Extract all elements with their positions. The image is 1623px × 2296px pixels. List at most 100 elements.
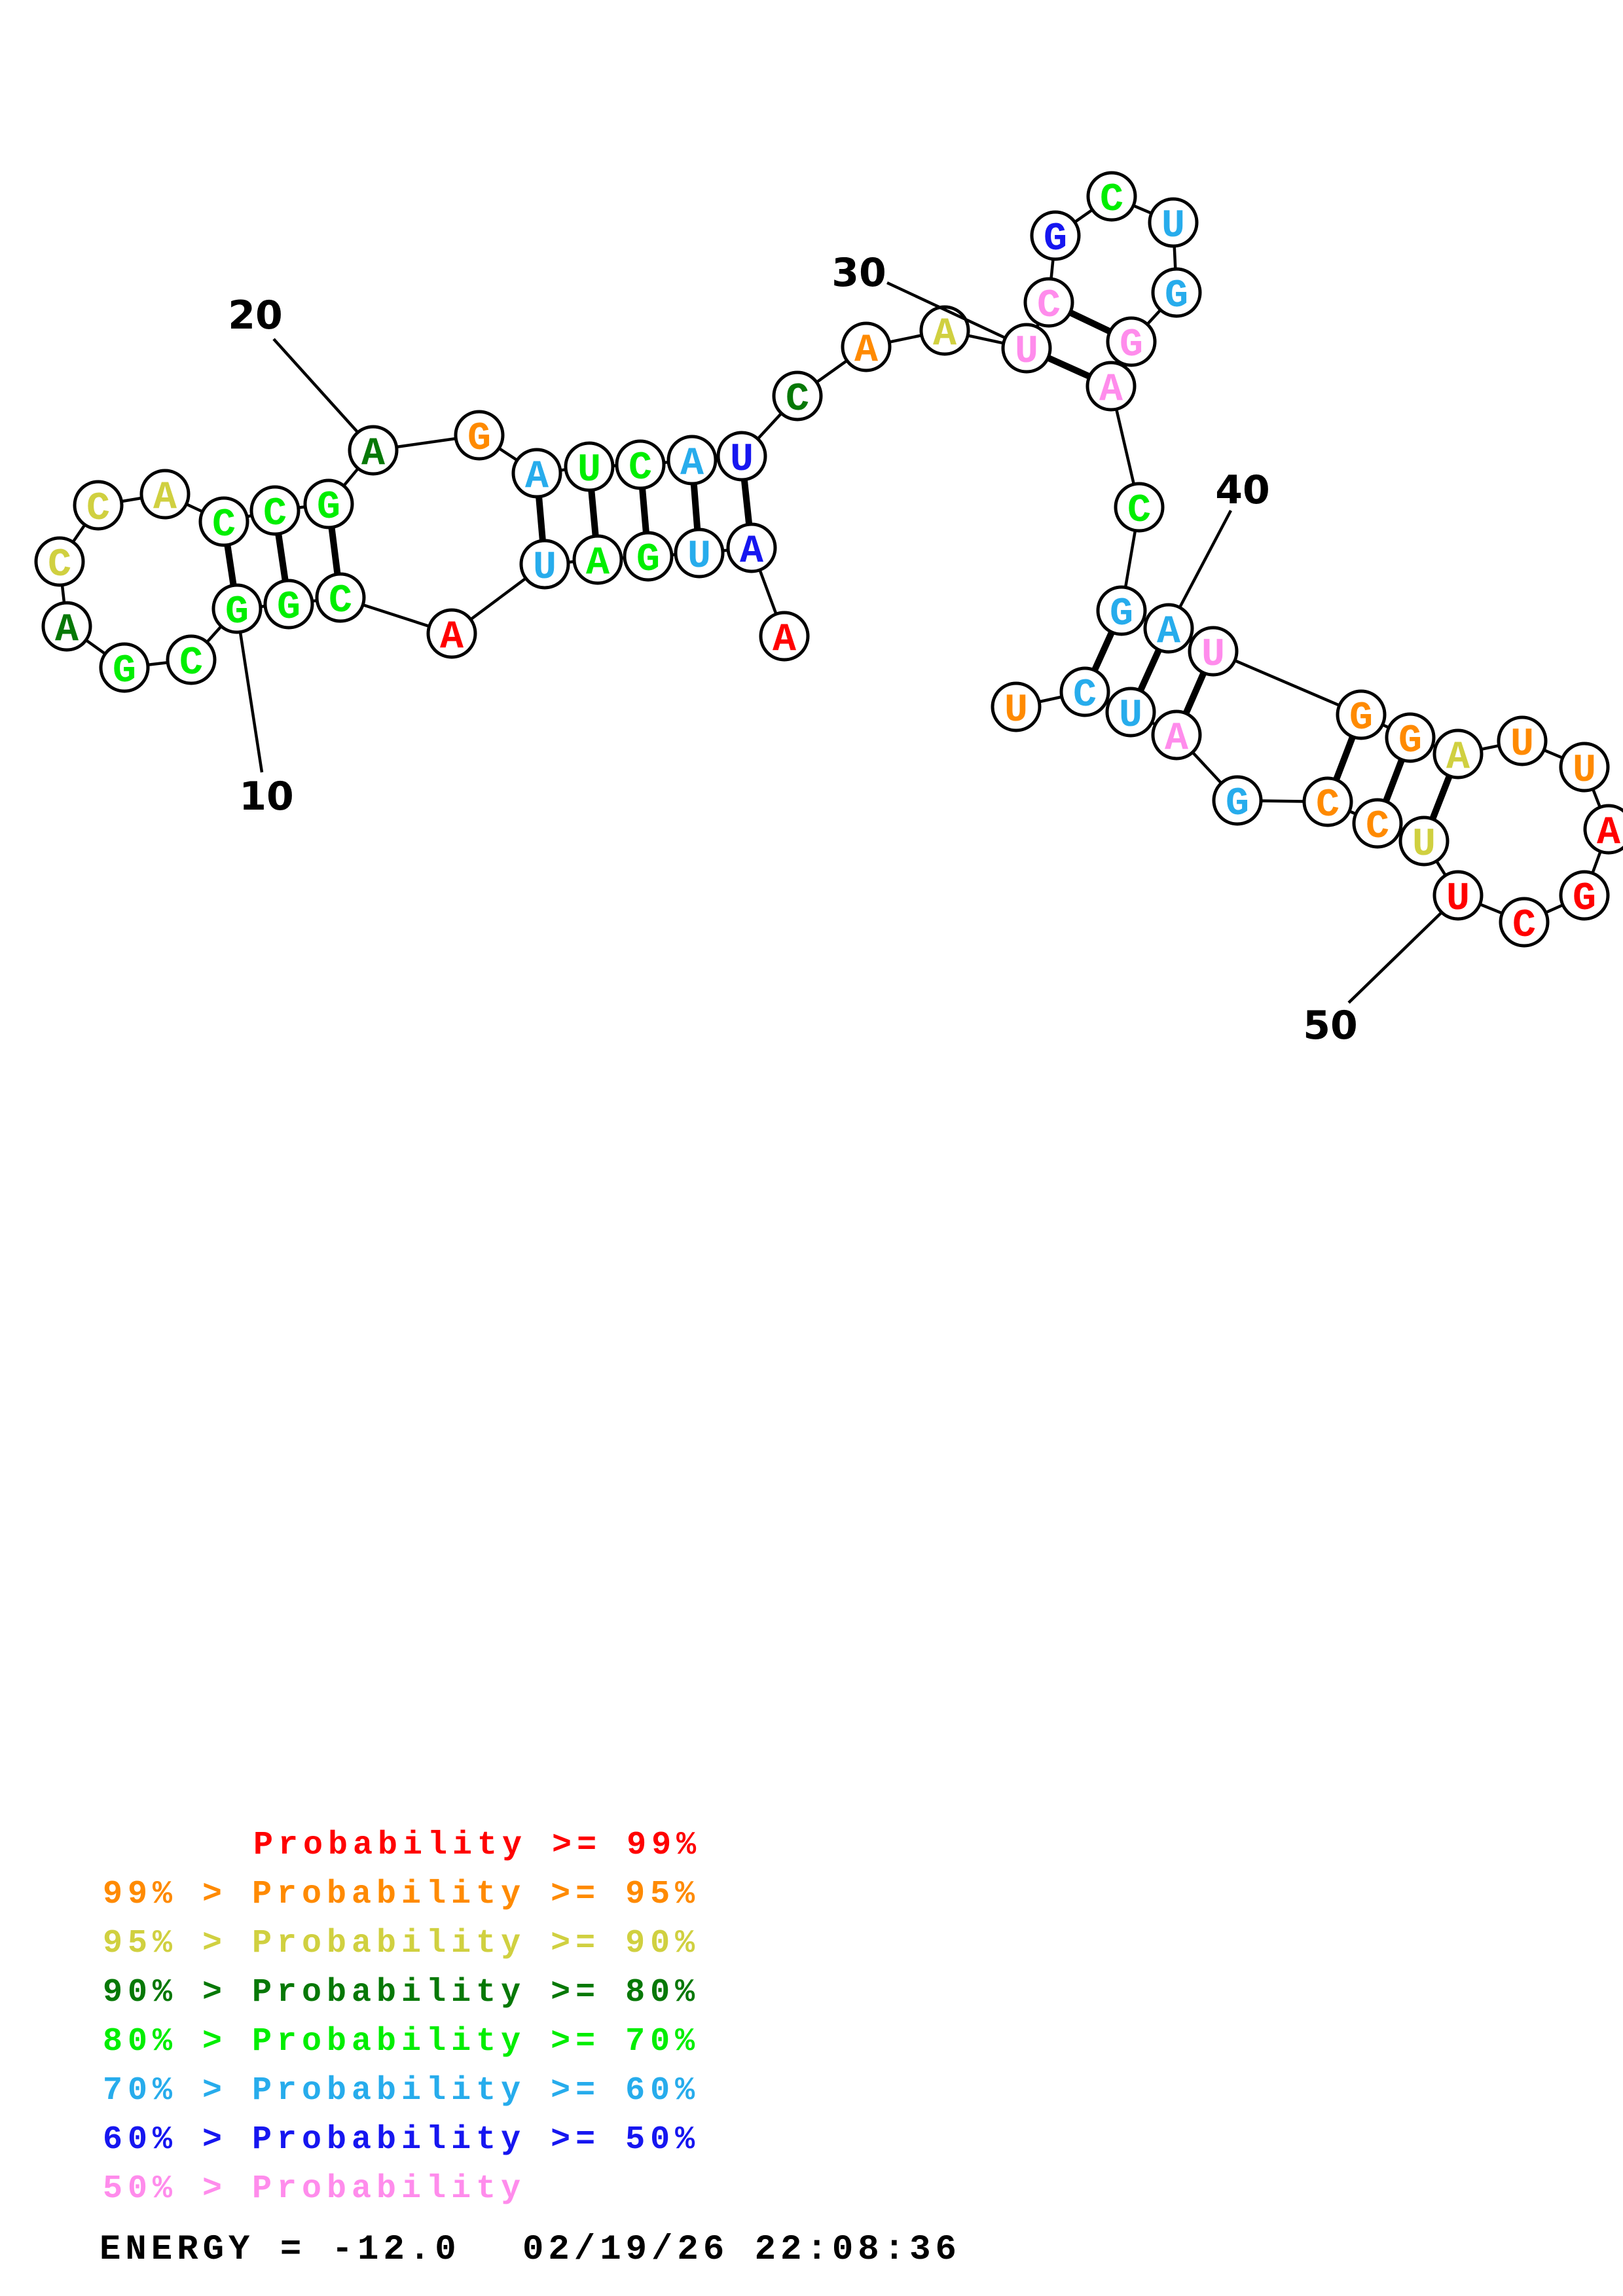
nucleotide-base: U — [533, 546, 556, 590]
nucleotide-base: A — [153, 476, 177, 520]
nucleotide-base: A — [1446, 736, 1470, 780]
nucleotide-base: C — [629, 446, 652, 491]
nucleotide-base: C — [329, 579, 352, 624]
legend-row: 80% > Probability >= 70% — [103, 2023, 700, 2060]
nucleotide-circle — [674, 528, 725, 579]
nucleotide-circle — [1212, 775, 1263, 826]
nucleotide-circle — [726, 522, 777, 573]
nucleotide-base: G — [1573, 877, 1596, 922]
energy-timestamp: 02/19/26 22:08:36 — [522, 2230, 961, 2270]
nucleotide-circle — [1106, 316, 1157, 367]
nucleotide-base: A — [740, 529, 763, 574]
nucleotide-base: G — [1349, 696, 1373, 741]
nucleotide-circle — [348, 425, 399, 476]
nucleotide-circle — [1086, 171, 1137, 222]
legend-row: 50% > Probability — [103, 2170, 526, 2208]
nucleotide-base: G — [1120, 323, 1143, 368]
nucleotide-base: U — [1573, 749, 1596, 793]
nucleotide-base: G — [636, 538, 660, 583]
nucleotide-circle — [1059, 666, 1110, 717]
nucleotide-base: A — [854, 329, 878, 373]
nucleotide-base: C — [212, 503, 236, 548]
nucleotide-base: U — [687, 535, 711, 579]
nucleotide-base: A — [55, 608, 79, 653]
nucleotide-circle — [1559, 870, 1610, 921]
nucleotide-circle — [511, 448, 562, 499]
nucleotide-circle — [759, 611, 810, 662]
nucleotide-base: G — [1044, 217, 1067, 262]
nucleotide-base: C — [86, 487, 110, 531]
nucleotide-circle — [1151, 709, 1202, 761]
nucleotide-circle — [1385, 712, 1436, 763]
nucleotide-base: A — [525, 455, 549, 499]
nucleotide-base: U — [1004, 689, 1028, 733]
nucleotide-base: C — [1127, 489, 1151, 533]
nucleotide-circle — [211, 583, 263, 634]
nucleotide-circle — [426, 608, 477, 659]
nucleotide-base: C — [1037, 284, 1061, 329]
nucleotide-circle — [1105, 687, 1156, 738]
nucleotide-circle — [99, 642, 150, 693]
nucleotide-circle — [572, 534, 623, 585]
nucleotide-circle — [1143, 603, 1194, 654]
nucleotide-circle — [564, 441, 615, 492]
legend-row: 99% > Probability >= 95% — [103, 1876, 700, 1913]
nucleotide-circle — [1499, 897, 1550, 948]
backbone-bond — [1213, 649, 1362, 717]
legend-row: 60% > Probability >= 50% — [103, 2121, 700, 2159]
nucleotide-base: G — [1165, 274, 1188, 319]
nucleotide-base: A — [586, 541, 610, 586]
nucleotide-circle — [1188, 626, 1239, 677]
position-label: 40 — [1215, 467, 1270, 513]
nucleotide-base: C — [1366, 805, 1389, 850]
nucleotide-base: U — [1446, 877, 1470, 922]
nucleotide-circle — [623, 531, 674, 582]
position-label: 50 — [1303, 1003, 1358, 1049]
nucleotide-circle — [263, 579, 314, 630]
position-label: 10 — [239, 774, 294, 819]
nucleotide-base: U — [1015, 330, 1038, 374]
nucleotide-circle — [1114, 482, 1165, 533]
nucleotide-base: A — [933, 312, 957, 357]
nucleotide-base: U — [1412, 823, 1436, 867]
nucleotide-circle — [1398, 816, 1450, 867]
nucleotide-circle — [666, 435, 718, 486]
position-pointer-line — [272, 338, 359, 433]
position-pointer-line — [238, 632, 264, 773]
nucleotide-circle — [841, 321, 892, 372]
nucleotide-base: G — [277, 586, 301, 630]
nucleotide-circle — [73, 480, 124, 531]
nucleotide-base: G — [113, 649, 136, 694]
nucleotide-base: G — [467, 417, 491, 461]
nucleotide-circle — [1336, 689, 1387, 740]
position-label: 20 — [228, 293, 283, 338]
base-pair-bonds-layer — [221, 299, 1461, 842]
nucleotide-base: A — [773, 618, 796, 662]
nucleotide-circle — [1559, 742, 1610, 793]
nucleotide-circle — [303, 478, 354, 529]
nucleotide-base: G — [1398, 719, 1422, 764]
nucleotide-circle — [1023, 277, 1074, 328]
nucleotide-circle — [1085, 361, 1137, 412]
nucleotide-circle — [519, 539, 570, 590]
nucleotide-base: U — [1119, 694, 1142, 738]
nucleotide-circle — [1151, 267, 1202, 318]
nucleotide-base: A — [1597, 811, 1620, 855]
nucleotide-base: C — [1512, 904, 1536, 948]
nucleotide-circle — [1148, 197, 1199, 248]
energy-value: ENERGY = -12.0 — [100, 2230, 461, 2270]
nucleotide-circle — [41, 601, 92, 652]
position-labels-layer: 10 20 30 40 50 — [228, 250, 1443, 1049]
nucleotide-base: A — [440, 615, 464, 660]
nucleotide-circle — [34, 536, 85, 587]
nucleotide-base: A — [1165, 717, 1188, 761]
nucleotide-circle — [198, 496, 249, 547]
nucleotide-circle — [1432, 728, 1484, 780]
nucleotide-base: G — [1226, 782, 1249, 827]
position-pointer-line — [1347, 911, 1443, 1004]
nucleotide-base: A — [1157, 610, 1180, 655]
nucleotide-base: C — [1100, 178, 1123, 223]
nucleotide-base: U — [1510, 723, 1534, 767]
